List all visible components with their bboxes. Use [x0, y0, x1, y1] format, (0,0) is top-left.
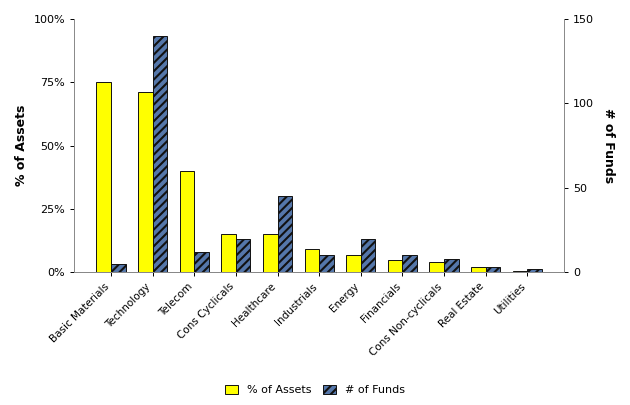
- Bar: [319, 256, 334, 272]
- Y-axis label: % of Assets: % of Assets: [15, 105, 28, 186]
- Bar: [138, 92, 152, 272]
- Bar: [444, 259, 459, 272]
- Bar: [96, 82, 111, 272]
- Y-axis label: # of Funds: # of Funds: [602, 108, 615, 183]
- Legend: % of Assets, # of Funds: % of Assets, # of Funds: [220, 380, 410, 399]
- Bar: [513, 271, 527, 272]
- Bar: [346, 255, 361, 272]
- Bar: [486, 267, 500, 272]
- Bar: [236, 239, 251, 272]
- Bar: [278, 196, 292, 272]
- Bar: [471, 267, 486, 272]
- Bar: [403, 256, 417, 272]
- Bar: [152, 36, 167, 272]
- Bar: [527, 269, 542, 272]
- Bar: [111, 264, 125, 272]
- Bar: [221, 234, 236, 272]
- Bar: [180, 171, 194, 272]
- Bar: [263, 234, 278, 272]
- Bar: [388, 260, 403, 272]
- Bar: [304, 249, 319, 272]
- Bar: [194, 252, 209, 272]
- Bar: [430, 262, 444, 272]
- Bar: [361, 239, 375, 272]
